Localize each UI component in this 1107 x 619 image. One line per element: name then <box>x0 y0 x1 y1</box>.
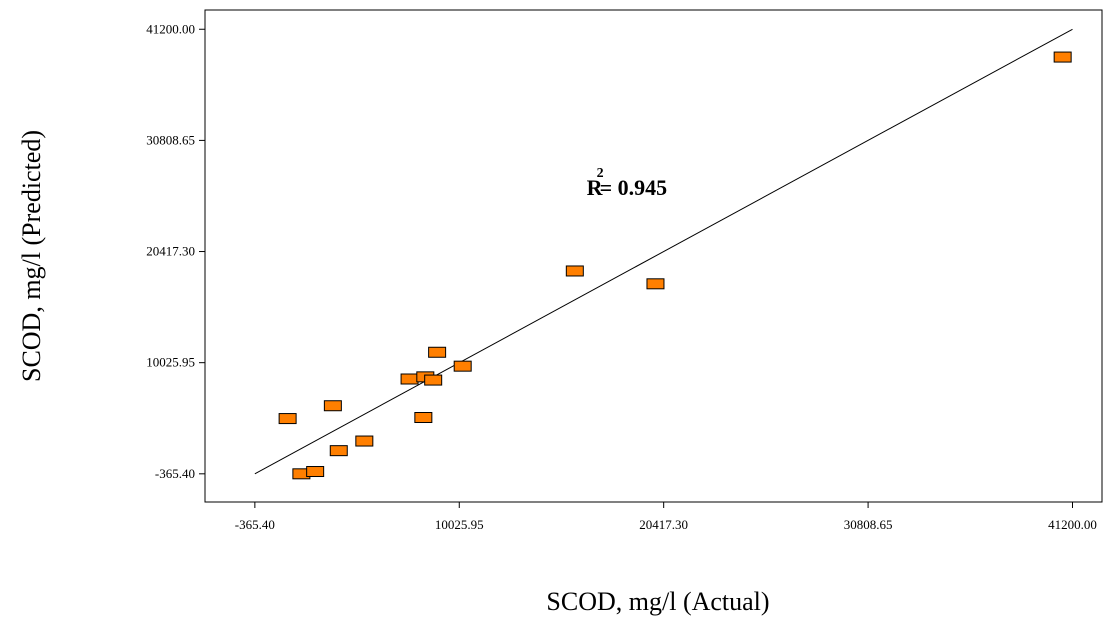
data-point <box>646 278 665 290</box>
data-point <box>400 373 419 385</box>
y-tick-label: 10025.95 <box>146 355 195 370</box>
data-point <box>453 360 472 372</box>
data-point <box>355 435 374 447</box>
y-axis-title: SCOD, mg/l (Predicted) <box>17 130 46 382</box>
fit-line <box>254 28 1073 475</box>
r-squared-annotation: R 2 = 0.945 <box>587 164 668 200</box>
y-axis-ticks: -365.40 10025.95 20417.30 30808.65 41200.00 <box>146 21 205 481</box>
plot-area-frame <box>204 9 1103 503</box>
y-tick-label: 30808.65 <box>146 132 195 147</box>
y-tick-label: 20417.30 <box>146 244 195 259</box>
x-tick-label: 20417.30 <box>639 517 688 532</box>
r-squared-value: = 0.945 <box>600 175 668 200</box>
data-points <box>278 51 1072 480</box>
x-tick-label: 41200.00 <box>1048 517 1097 532</box>
x-tick-label: 30808.65 <box>844 517 893 532</box>
data-point <box>414 412 433 424</box>
x-tick-label: 10025.95 <box>435 517 484 532</box>
data-point <box>323 400 342 412</box>
data-point <box>306 466 325 478</box>
y-tick-label: 41200.00 <box>146 21 195 36</box>
data-point <box>329 445 348 457</box>
r-squared-base: R <box>587 175 604 200</box>
y-tick-label: -365.40 <box>155 466 195 481</box>
data-point <box>565 265 584 277</box>
data-point <box>428 346 447 358</box>
r-squared-superscript: 2 <box>597 166 604 181</box>
x-axis-ticks: -365.40 10025.95 20417.30 30808.65 41200.00 <box>235 502 1097 532</box>
data-point <box>1053 51 1072 63</box>
data-point <box>278 413 297 425</box>
x-tick-label: -365.40 <box>235 517 275 532</box>
x-axis-title: SCOD, mg/l (Actual) <box>546 587 769 616</box>
data-point <box>424 374 443 386</box>
fit-line-layer <box>254 28 1073 475</box>
